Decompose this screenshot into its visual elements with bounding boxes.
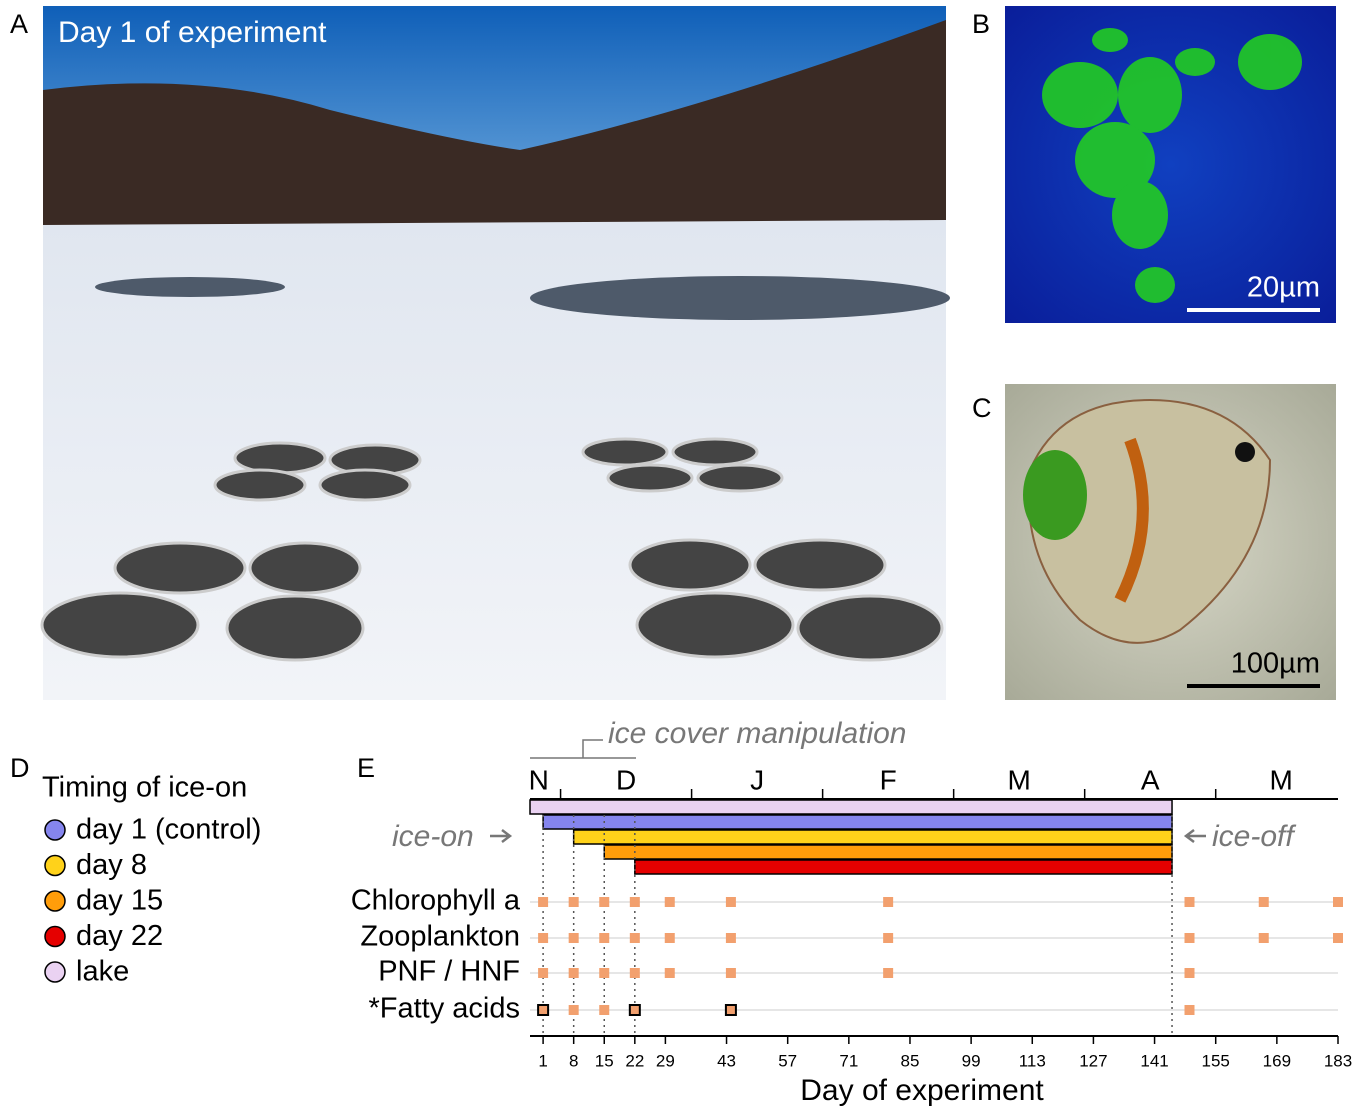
- sample-marker: [538, 933, 548, 943]
- legend-swatch: [45, 856, 65, 876]
- month-label: M: [1270, 764, 1293, 795]
- x-tick-label: 29: [656, 1051, 675, 1070]
- sample-marker: [569, 933, 579, 943]
- sample-marker: [599, 897, 609, 907]
- legend-swatch: [45, 927, 65, 947]
- month-label: F: [880, 764, 897, 795]
- legend-label: day 8: [76, 849, 147, 881]
- photo-lake: [42, 6, 950, 700]
- sample-marker: [1185, 1005, 1195, 1015]
- legend-title: Timing of ice-on: [42, 772, 247, 804]
- annotation: ice cover manipulation: [608, 717, 907, 750]
- sample-marker: [726, 1005, 736, 1015]
- sample-marker: [538, 897, 548, 907]
- x-tick-label: 22: [625, 1051, 644, 1070]
- month-label: D: [616, 764, 636, 795]
- sample-marker: [1333, 933, 1343, 943]
- sample-marker: [1185, 968, 1195, 978]
- arrow: [490, 830, 510, 842]
- x-tick-label: 15: [595, 1051, 614, 1070]
- row-label: PNF / HNF: [378, 956, 520, 988]
- x-tick-label: 57: [778, 1051, 797, 1070]
- figure: A Day 1 of experiment B 20µm C 100µm D T…: [0, 0, 1366, 1110]
- arrow: [1186, 830, 1206, 842]
- sample-marker: [1333, 897, 1343, 907]
- x-tick-label: 141: [1140, 1051, 1168, 1070]
- panel-label: C: [972, 393, 992, 423]
- x-tick-label: 85: [901, 1051, 920, 1070]
- sample-marker: [1185, 897, 1195, 907]
- x-tick-label: 1: [538, 1051, 547, 1070]
- x-tick-label: 43: [717, 1051, 736, 1070]
- sample-marker: [883, 897, 893, 907]
- sample-marker: [569, 968, 579, 978]
- row-label: *Fatty acids: [369, 993, 521, 1025]
- sample-marker: [599, 1005, 609, 1015]
- legend-swatch: [45, 962, 65, 982]
- sample-marker: [726, 897, 736, 907]
- legend-label: lake: [76, 956, 129, 988]
- x-tick-label: 127: [1079, 1051, 1107, 1070]
- x-tick-label: 71: [839, 1051, 858, 1070]
- sample-marker: [630, 968, 640, 978]
- sample-marker: [665, 897, 675, 907]
- annotation: ice-on: [392, 820, 474, 853]
- panel-label: A: [10, 9, 28, 39]
- legend-label: day 22: [76, 920, 163, 952]
- panel-label: E: [357, 753, 375, 783]
- sample-marker: [599, 933, 609, 943]
- timeline-bar: [604, 845, 1172, 859]
- photo-caption: Day 1 of experiment: [58, 16, 327, 49]
- sample-marker: [538, 968, 548, 978]
- sample-marker: [630, 1005, 640, 1015]
- sample-marker: [665, 968, 675, 978]
- timeline-bar: [574, 830, 1172, 844]
- month-label: J: [750, 764, 764, 795]
- sample-marker: [569, 897, 579, 907]
- x-tick-label: 169: [1263, 1051, 1291, 1070]
- timeline-bar: [635, 860, 1172, 874]
- month-label: A: [1141, 764, 1160, 795]
- x-axis-title: Day of experiment: [800, 1074, 1044, 1107]
- timeline-bar: [530, 800, 1172, 814]
- sample-marker: [883, 968, 893, 978]
- panel-label: B: [972, 9, 990, 39]
- timeline-bar: [543, 815, 1172, 829]
- month-label: M: [1008, 764, 1031, 795]
- scale-label: 100µm: [1231, 648, 1320, 680]
- legend-label: day 1 (control): [76, 814, 261, 846]
- sample-marker: [883, 933, 893, 943]
- sample-marker: [630, 897, 640, 907]
- annotation: ice-off: [1212, 820, 1296, 853]
- legend-swatch: [45, 820, 65, 840]
- row-label: Zooplankton: [360, 921, 520, 953]
- x-tick-label: 183: [1324, 1051, 1352, 1070]
- sample-marker: [599, 968, 609, 978]
- x-tick-label: 8: [569, 1051, 578, 1070]
- legend-label: day 15: [76, 885, 163, 917]
- row-label: Chlorophyll a: [351, 885, 521, 917]
- sample-marker: [726, 968, 736, 978]
- sample-marker: [726, 933, 736, 943]
- legend-swatch: [45, 891, 65, 911]
- sample-marker: [538, 1005, 548, 1015]
- x-tick-label: 113: [1019, 1051, 1046, 1070]
- page: {"panels": { "a": {"label": "A", "captio…: [0, 0, 1366, 1110]
- sample-marker: [1259, 933, 1269, 943]
- sample-marker: [1259, 897, 1269, 907]
- month-label: N: [529, 764, 549, 795]
- sample-marker: [569, 1005, 579, 1015]
- x-tick-label: 155: [1202, 1051, 1230, 1070]
- x-tick-label: 99: [962, 1051, 981, 1070]
- panel-label: D: [10, 753, 30, 783]
- sample-marker: [630, 933, 640, 943]
- scale-label: 20µm: [1247, 272, 1320, 304]
- sample-marker: [665, 933, 675, 943]
- sample-marker: [1185, 933, 1195, 943]
